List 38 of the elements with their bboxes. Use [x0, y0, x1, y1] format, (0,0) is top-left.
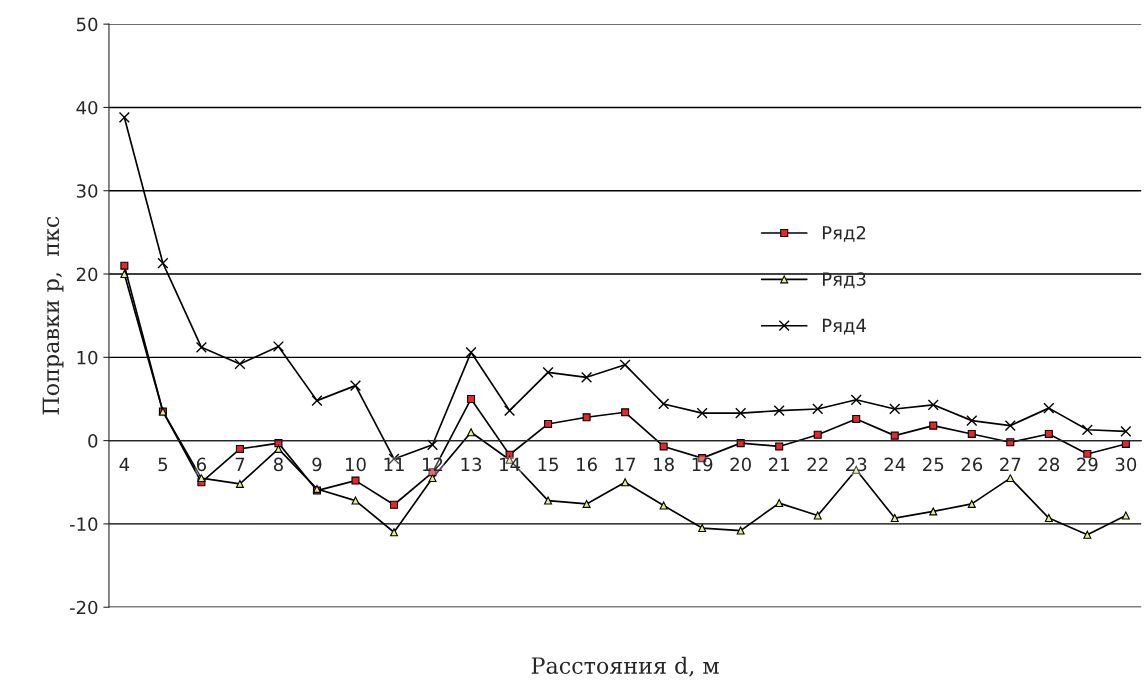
y-tick-label: 0	[88, 434, 98, 448]
x-tick-label: 24	[884, 457, 906, 471]
x-tick-label: 28	[1038, 457, 1060, 472]
y-axis-title: Поправки p, пкс	[42, 216, 64, 415]
x-tick-label: 13	[461, 457, 482, 472]
x-tick-label: 16	[577, 457, 597, 472]
x-tick-label: 21	[769, 457, 790, 471]
x-tick-label: 11	[384, 457, 404, 471]
y-tick-label: 40	[76, 100, 98, 115]
x-tick-label: 29	[1077, 457, 1098, 472]
x-tick-label: 30	[1115, 457, 1137, 472]
legend-label: Ряд3	[822, 272, 866, 289]
y-tick-label: 20	[76, 267, 98, 282]
legend-label: Ряд4	[822, 318, 866, 335]
x-tick-label: 20	[730, 457, 751, 472]
legend-label: Ряд2	[822, 225, 866, 242]
x-tick-label: 26	[961, 457, 983, 472]
y-tick-label: -10	[69, 517, 98, 532]
x-tick-label: 6	[196, 457, 207, 472]
x-tick-label: 17	[615, 457, 636, 471]
y-tick-label: 30	[76, 184, 98, 198]
x-tick-label: 18	[654, 457, 674, 472]
x-tick-label: 19	[692, 457, 713, 472]
x-tick-label: 7	[235, 457, 245, 471]
x-axis-title: Расстояния d, м	[531, 656, 719, 677]
y-tick-label: 50	[76, 17, 98, 32]
x-tick-label: 8	[273, 457, 283, 472]
x-tick-label: 5	[158, 457, 168, 472]
y-tick-label: 10	[77, 350, 98, 365]
x-tick-label: 4	[119, 457, 130, 471]
y-tick-label: -20	[69, 600, 98, 615]
x-tick-label: 15	[538, 457, 558, 472]
x-tick-label: 9	[312, 457, 322, 472]
x-tick-label: 22	[807, 457, 828, 471]
x-tick-label: 10	[345, 457, 366, 472]
x-tick-label: 25	[923, 457, 944, 472]
x-tick-label: 27	[1000, 457, 1021, 471]
x-tick-label: 23	[846, 457, 867, 472]
